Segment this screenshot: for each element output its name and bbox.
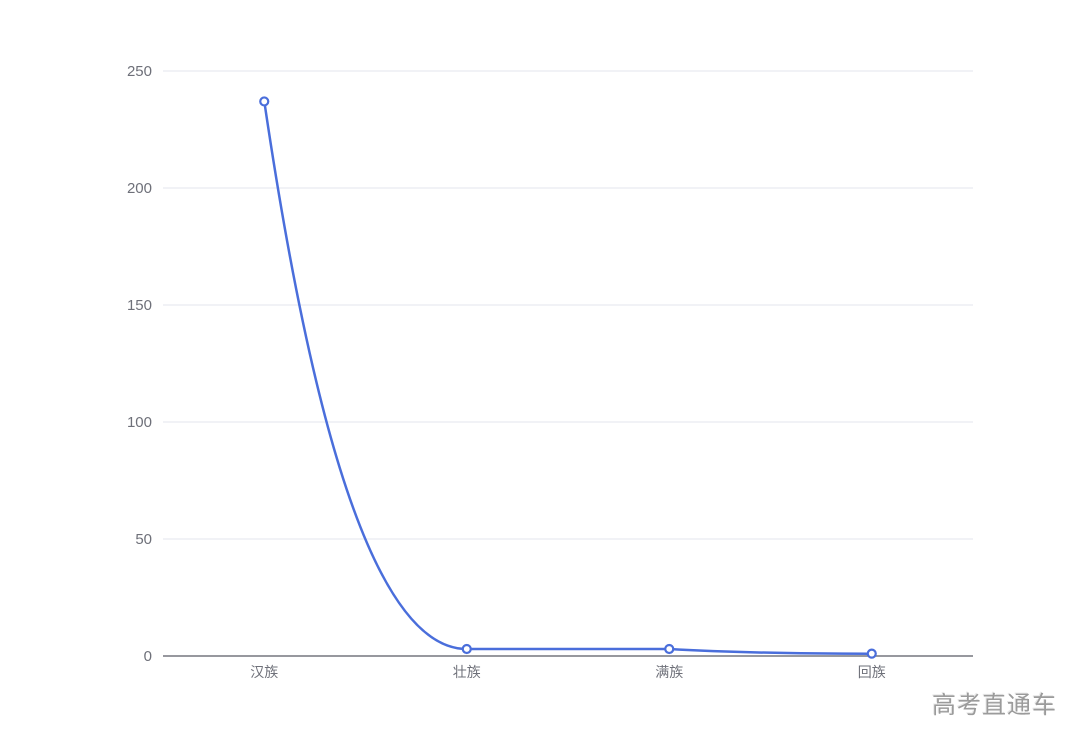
y-axis-tick-label: 0 xyxy=(144,648,152,665)
data-point-marker[interactable] xyxy=(664,643,675,655)
data-point-marker[interactable] xyxy=(259,96,270,107)
y-axis-tick-label: 50 xyxy=(135,531,152,548)
series-line xyxy=(263,100,874,655)
x-axis-category-label: 回族 xyxy=(858,664,886,680)
y-axis-tick-label: 150 xyxy=(127,297,152,314)
y-axis-tick-label: 250 xyxy=(127,63,152,80)
y-axis-tick-label: 200 xyxy=(127,180,152,197)
data-point-marker[interactable] xyxy=(866,648,877,659)
x-axis-category-label: 满族 xyxy=(655,664,683,680)
watermark-text: 高考直通车 xyxy=(932,692,1057,719)
data-point-marker[interactable] xyxy=(461,643,472,655)
y-axis-tick-label: 100 xyxy=(127,414,152,431)
x-axis-category-label: 汉族 xyxy=(250,664,278,680)
x-axis-category-label: 壮族 xyxy=(453,664,481,680)
